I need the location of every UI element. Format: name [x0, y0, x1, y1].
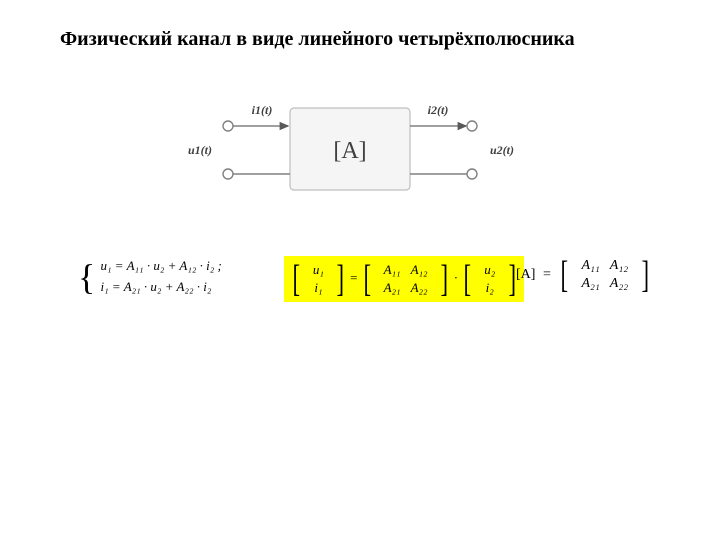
cell-a21: A₂₁	[577, 275, 605, 293]
matrix-A-def: A₁₁A₁₂ A₂₁A₂₂	[577, 257, 634, 293]
rbracket-icon: ]	[440, 260, 448, 298]
rbracket-icon: ]	[508, 260, 516, 298]
cell-i2: i₂	[479, 279, 500, 297]
box-label: [A]	[333, 138, 366, 164]
lhs-A: [A]	[516, 267, 535, 282]
left-brace-icon: {	[78, 259, 95, 295]
cell-u2: u₂	[479, 261, 500, 279]
two-port-diagram: [A] i1(t) i2(t) u1(t) u2(t)	[150, 96, 550, 206]
eq1-row2: i₁ = A₂₁ · u₂ + A₂₂ · i₂	[101, 279, 212, 294]
u2-label: u2(t)	[490, 143, 514, 157]
rbracket-icon: ]	[641, 256, 649, 294]
cell-a12: A₁₂	[605, 257, 633, 275]
cell-a11: A₁₁	[577, 257, 605, 275]
diagram-svg: [A] i1(t) i2(t) u1(t) u2(t)	[150, 96, 550, 206]
cell-i1: i₁	[308, 279, 329, 297]
matrix-A: A₁₁A₁₂ A₂₁A₂₂	[379, 261, 433, 297]
cell-a22: A₂₂	[605, 275, 633, 293]
equations-row: { u₁ = A₁₁ · u₂ + A₁₂ · i₂ ; i₁ = A₂₁ · …	[0, 256, 720, 336]
system-equations: { u₁ = A₁₁ · u₂ + A₁₂ · i₂ ; i₁ = A₂₁ · …	[78, 256, 222, 298]
lbracket-icon: [	[561, 256, 569, 294]
terminal-left-bottom	[223, 169, 233, 179]
equals-sign: =	[350, 270, 357, 285]
cell-a12: A₁₂	[406, 261, 433, 279]
terminal-right-top	[467, 121, 477, 131]
eq1-row1: u₁ = A₁₁ · u₂ + A₁₂ · i₂ ;	[101, 258, 222, 273]
cell-a11: A₁₁	[379, 261, 406, 279]
i1-label: i1(t)	[252, 103, 273, 117]
terminal-right-bottom	[467, 169, 477, 179]
dot-sign: ·	[454, 270, 458, 285]
lbracket-icon: [	[464, 260, 472, 298]
lbracket-icon: [	[293, 260, 301, 298]
cell-u1: u₁	[308, 261, 329, 279]
vector-u1i1: u₁ i₁	[308, 261, 329, 297]
vector-u2i2: u₂ i₂	[479, 261, 500, 297]
u1-label: u1(t)	[188, 143, 212, 157]
highlight-box: [ u₁ i₁ ] = [ A₁₁A₁₂ A₂₁A₂₂ ] · [ u₂ i₂ …	[284, 256, 524, 302]
cell-a21: A₂₁	[379, 279, 406, 297]
matrix-equation: [ u₁ i₁ ] = [ A₁₁A₁₂ A₂₁A₂₂ ] · [ u₂ i₂ …	[284, 256, 524, 302]
a-matrix-definition: [A] = [ A₁₁A₁₂ A₂₁A₂₂ ]	[516, 256, 651, 294]
page-title: Физический канал в виде линейного четырё…	[60, 28, 575, 51]
cell-a22: A₂₂	[406, 279, 433, 297]
i2-label: i2(t)	[428, 103, 449, 117]
lbracket-icon: [	[363, 260, 371, 298]
rbracket-icon: ]	[337, 260, 345, 298]
equals-sign: =	[543, 267, 551, 282]
terminal-left-top	[223, 121, 233, 131]
